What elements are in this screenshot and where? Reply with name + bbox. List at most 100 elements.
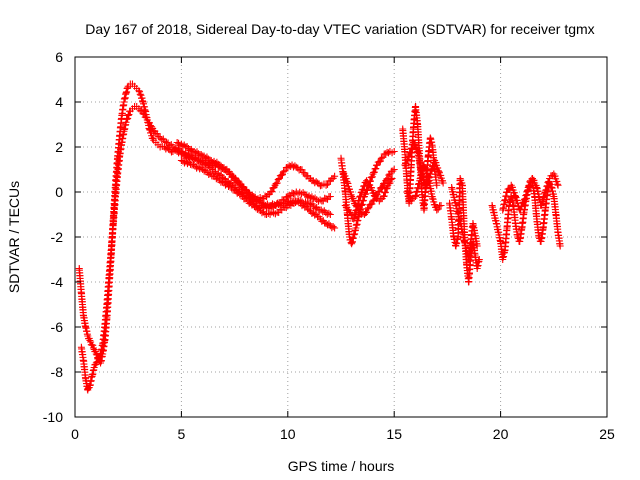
data-point bbox=[519, 199, 527, 206]
x-tick-label: 15 bbox=[386, 426, 402, 442]
data-point bbox=[475, 256, 483, 263]
data-point bbox=[148, 123, 156, 131]
data-point bbox=[556, 242, 564, 250]
data-point bbox=[322, 181, 330, 189]
data-point bbox=[363, 208, 371, 216]
series-track-c bbox=[173, 139, 334, 210]
data-point bbox=[270, 201, 278, 209]
y-tick-label: -8 bbox=[51, 364, 64, 380]
data-point bbox=[183, 160, 191, 168]
data-point bbox=[92, 359, 100, 367]
data-point bbox=[285, 198, 293, 206]
y-tick-label: 4 bbox=[55, 94, 63, 110]
y-tick-label: -10 bbox=[43, 409, 63, 425]
series-track-e bbox=[337, 148, 398, 248]
data-point bbox=[379, 153, 387, 161]
data-point bbox=[325, 209, 333, 217]
data-point bbox=[196, 165, 204, 173]
x-tick-label: 10 bbox=[280, 426, 296, 442]
data-point bbox=[331, 224, 339, 232]
axis-ticks: 0 5 10 15 20 25 -10 -8 -6 -4 -2 0 2 4 6 bbox=[43, 49, 615, 442]
data-point bbox=[316, 196, 324, 204]
x-tick-label: 20 bbox=[493, 426, 509, 442]
series-track-l bbox=[448, 184, 481, 263]
data-point bbox=[376, 157, 384, 165]
data-point bbox=[273, 179, 281, 187]
data-point bbox=[372, 165, 380, 173]
data-point bbox=[139, 109, 147, 117]
data-point bbox=[437, 202, 445, 209]
data-point bbox=[294, 197, 302, 205]
data-point bbox=[156, 134, 164, 142]
data-point bbox=[311, 194, 319, 202]
data-point bbox=[368, 200, 376, 208]
data-point bbox=[553, 180, 561, 188]
data-point bbox=[205, 171, 213, 179]
data-point bbox=[326, 193, 334, 200]
data-point bbox=[404, 156, 412, 164]
data-point bbox=[212, 175, 220, 183]
data-point bbox=[278, 171, 286, 179]
data-point bbox=[364, 205, 372, 213]
data-point bbox=[369, 197, 377, 205]
y-axis-title: SDTVAR / TECUs bbox=[6, 181, 22, 293]
data-point bbox=[377, 154, 385, 162]
data-point bbox=[554, 181, 562, 189]
series-track-n bbox=[499, 170, 562, 214]
data-point bbox=[522, 191, 530, 199]
series-track-d bbox=[177, 157, 334, 218]
data-point bbox=[124, 112, 132, 119]
data-point bbox=[253, 205, 261, 213]
data-point bbox=[381, 188, 389, 196]
data-points bbox=[75, 80, 564, 394]
data-point bbox=[331, 172, 339, 180]
data-point bbox=[402, 159, 410, 167]
data-point bbox=[125, 111, 133, 119]
data-point bbox=[311, 204, 319, 212]
data-point bbox=[516, 206, 524, 214]
data-point bbox=[518, 202, 526, 210]
data-point bbox=[385, 171, 393, 179]
data-point bbox=[524, 187, 532, 195]
data-point bbox=[268, 200, 276, 208]
data-point bbox=[362, 190, 370, 198]
data-point bbox=[307, 201, 315, 209]
data-point bbox=[375, 187, 383, 195]
data-point bbox=[433, 181, 441, 189]
data-point bbox=[158, 136, 166, 144]
data-point bbox=[218, 177, 226, 185]
series-track-j bbox=[403, 161, 445, 214]
data-point bbox=[305, 199, 313, 207]
chart-title: Day 167 of 2018, Sidereal Day-to-day VTE… bbox=[85, 21, 594, 37]
data-point bbox=[389, 167, 397, 175]
x-tick-label: 0 bbox=[71, 426, 79, 442]
data-point bbox=[388, 175, 396, 182]
data-point bbox=[435, 168, 443, 176]
y-tick-label: -6 bbox=[51, 319, 64, 335]
data-point bbox=[271, 210, 279, 218]
data-point bbox=[319, 208, 327, 216]
data-point bbox=[252, 204, 260, 212]
x-axis-title: GPS time / hours bbox=[288, 458, 395, 474]
data-point bbox=[225, 182, 233, 190]
data-point bbox=[324, 180, 332, 188]
data-point bbox=[135, 87, 143, 95]
data-point bbox=[363, 177, 371, 185]
y-tick-label: 6 bbox=[55, 49, 63, 65]
data-point bbox=[380, 192, 388, 200]
data-point bbox=[257, 199, 265, 206]
data-point bbox=[281, 167, 289, 175]
data-point bbox=[199, 166, 207, 173]
data-point bbox=[161, 137, 169, 145]
data-point bbox=[309, 195, 317, 203]
data-point bbox=[155, 133, 163, 140]
data-point bbox=[439, 179, 447, 187]
data-point bbox=[473, 242, 481, 250]
data-point bbox=[142, 113, 150, 121]
y-tick-label: -2 bbox=[51, 229, 64, 245]
data-point bbox=[390, 166, 398, 173]
data-point bbox=[145, 119, 153, 127]
data-point bbox=[347, 209, 355, 217]
data-point bbox=[86, 337, 94, 344]
data-point bbox=[387, 176, 395, 184]
